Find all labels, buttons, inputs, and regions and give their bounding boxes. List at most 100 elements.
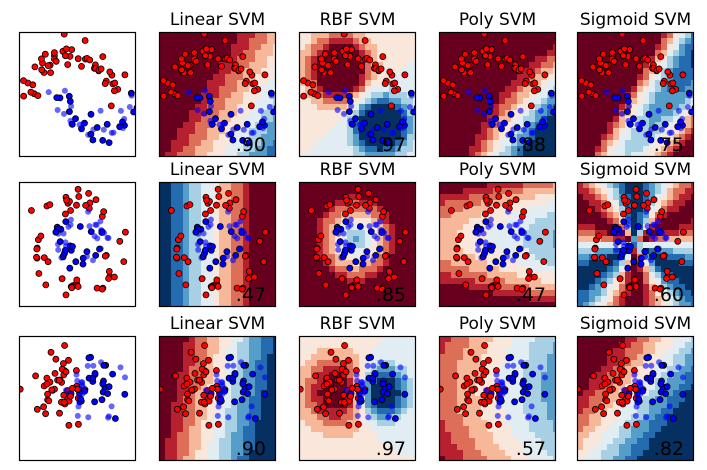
- decision-cell: [335, 62, 342, 69]
- decision-cell: [255, 230, 262, 237]
- decision-cell: [541, 110, 548, 117]
- decision-cell: [499, 272, 506, 279]
- decision-cell: [165, 408, 172, 415]
- decision-cell: [255, 396, 262, 403]
- decision-cell: [159, 290, 166, 297]
- decision-cell: [589, 212, 596, 219]
- red-point: [181, 50, 189, 58]
- decision-cell: [535, 194, 542, 201]
- decision-cell: [159, 414, 166, 421]
- decision-cell: [619, 272, 626, 279]
- decision-cell: [347, 254, 354, 261]
- decision-cell: [413, 230, 416, 237]
- red-point: [48, 386, 56, 394]
- decision-cell: [231, 420, 238, 427]
- blue-point: [91, 369, 99, 377]
- decision-cell: [261, 354, 268, 361]
- decision-cell: [329, 254, 336, 261]
- decision-cell: [407, 68, 414, 75]
- decision-cell: [413, 140, 416, 147]
- decision-cell: [177, 110, 184, 117]
- decision-cell: [445, 182, 452, 189]
- decision-cell: [329, 74, 336, 81]
- score-label: .75: [654, 134, 684, 156]
- decision-cell: [637, 302, 644, 307]
- decision-cell: [347, 296, 354, 303]
- decision-cell: [189, 140, 196, 147]
- decision-cell: [243, 290, 250, 297]
- decision-cell: [189, 236, 196, 243]
- decision-cell: [607, 80, 614, 87]
- decision-cell: [463, 236, 470, 243]
- blue-point: [525, 235, 532, 241]
- decision-cell: [535, 56, 542, 63]
- decision-cell: [249, 396, 256, 403]
- decision-cell: [389, 230, 396, 237]
- decision-cell: [249, 260, 256, 267]
- decision-cell: [225, 98, 232, 105]
- decision-cell: [445, 254, 452, 261]
- decision-cell: [231, 92, 238, 99]
- decision-cell: [395, 74, 402, 81]
- decision-cell: [159, 200, 166, 207]
- decision-cell: [631, 110, 638, 117]
- decision-cell: [517, 50, 524, 57]
- decision-cell: [201, 92, 208, 99]
- decision-cell: [323, 38, 330, 45]
- decision-cell: [243, 432, 250, 439]
- decision-cell: [195, 396, 202, 403]
- decision-cell: [213, 444, 220, 451]
- decision-cell: [231, 402, 238, 409]
- blue-point: [380, 126, 387, 133]
- decision-cell: [673, 104, 680, 111]
- decision-cell: [183, 342, 190, 349]
- decision-cell: [463, 188, 470, 195]
- decision-cell: [243, 348, 250, 355]
- decision-cell: [661, 302, 668, 307]
- decision-cell: [183, 92, 190, 99]
- decision-cell: [457, 146, 464, 153]
- blue-point: [694, 89, 700, 95]
- decision-cell: [323, 278, 330, 285]
- decision-cell: [243, 152, 250, 157]
- decision-cell: [219, 80, 226, 87]
- decision-cell: [463, 230, 470, 237]
- decision-cell: [493, 44, 500, 51]
- decision-cell: [541, 302, 548, 307]
- decision-cell: [511, 212, 518, 219]
- decision-cell: [481, 152, 488, 157]
- decision-cell: [273, 236, 276, 243]
- decision-cell: [535, 74, 542, 81]
- decision-cell: [493, 152, 500, 157]
- decision-cell: [171, 182, 178, 189]
- blue-point: [379, 136, 387, 144]
- decision-cell: [643, 86, 650, 93]
- decision-cell: [255, 456, 262, 461]
- decision-cell: [207, 354, 214, 361]
- decision-cell: [529, 50, 536, 57]
- decision-cell: [347, 236, 354, 243]
- decision-cell: [261, 450, 268, 457]
- red-point: [215, 193, 223, 200]
- decision-cell: [407, 278, 414, 285]
- decision-cell: [225, 236, 232, 243]
- decision-cell: [195, 366, 202, 373]
- decision-cell: [159, 278, 166, 285]
- red-point: [38, 55, 45, 63]
- decision-cell: [249, 194, 256, 201]
- decision-cell: [407, 224, 414, 231]
- decision-cell: [541, 62, 548, 69]
- decision-cell: [517, 98, 524, 105]
- decision-cell: [329, 236, 336, 243]
- subplot-r0-c0: [18, 31, 137, 158]
- decision-cell: [213, 122, 220, 129]
- decision-cell: [691, 224, 694, 231]
- decision-cell: [413, 86, 416, 93]
- decision-cell: [371, 272, 378, 279]
- decision-cell: [359, 230, 366, 237]
- blue-point: [619, 110, 625, 117]
- decision-cell: [475, 218, 482, 225]
- blue-point: [517, 218, 524, 225]
- decision-cell: [273, 74, 276, 81]
- decision-cell: [493, 254, 500, 261]
